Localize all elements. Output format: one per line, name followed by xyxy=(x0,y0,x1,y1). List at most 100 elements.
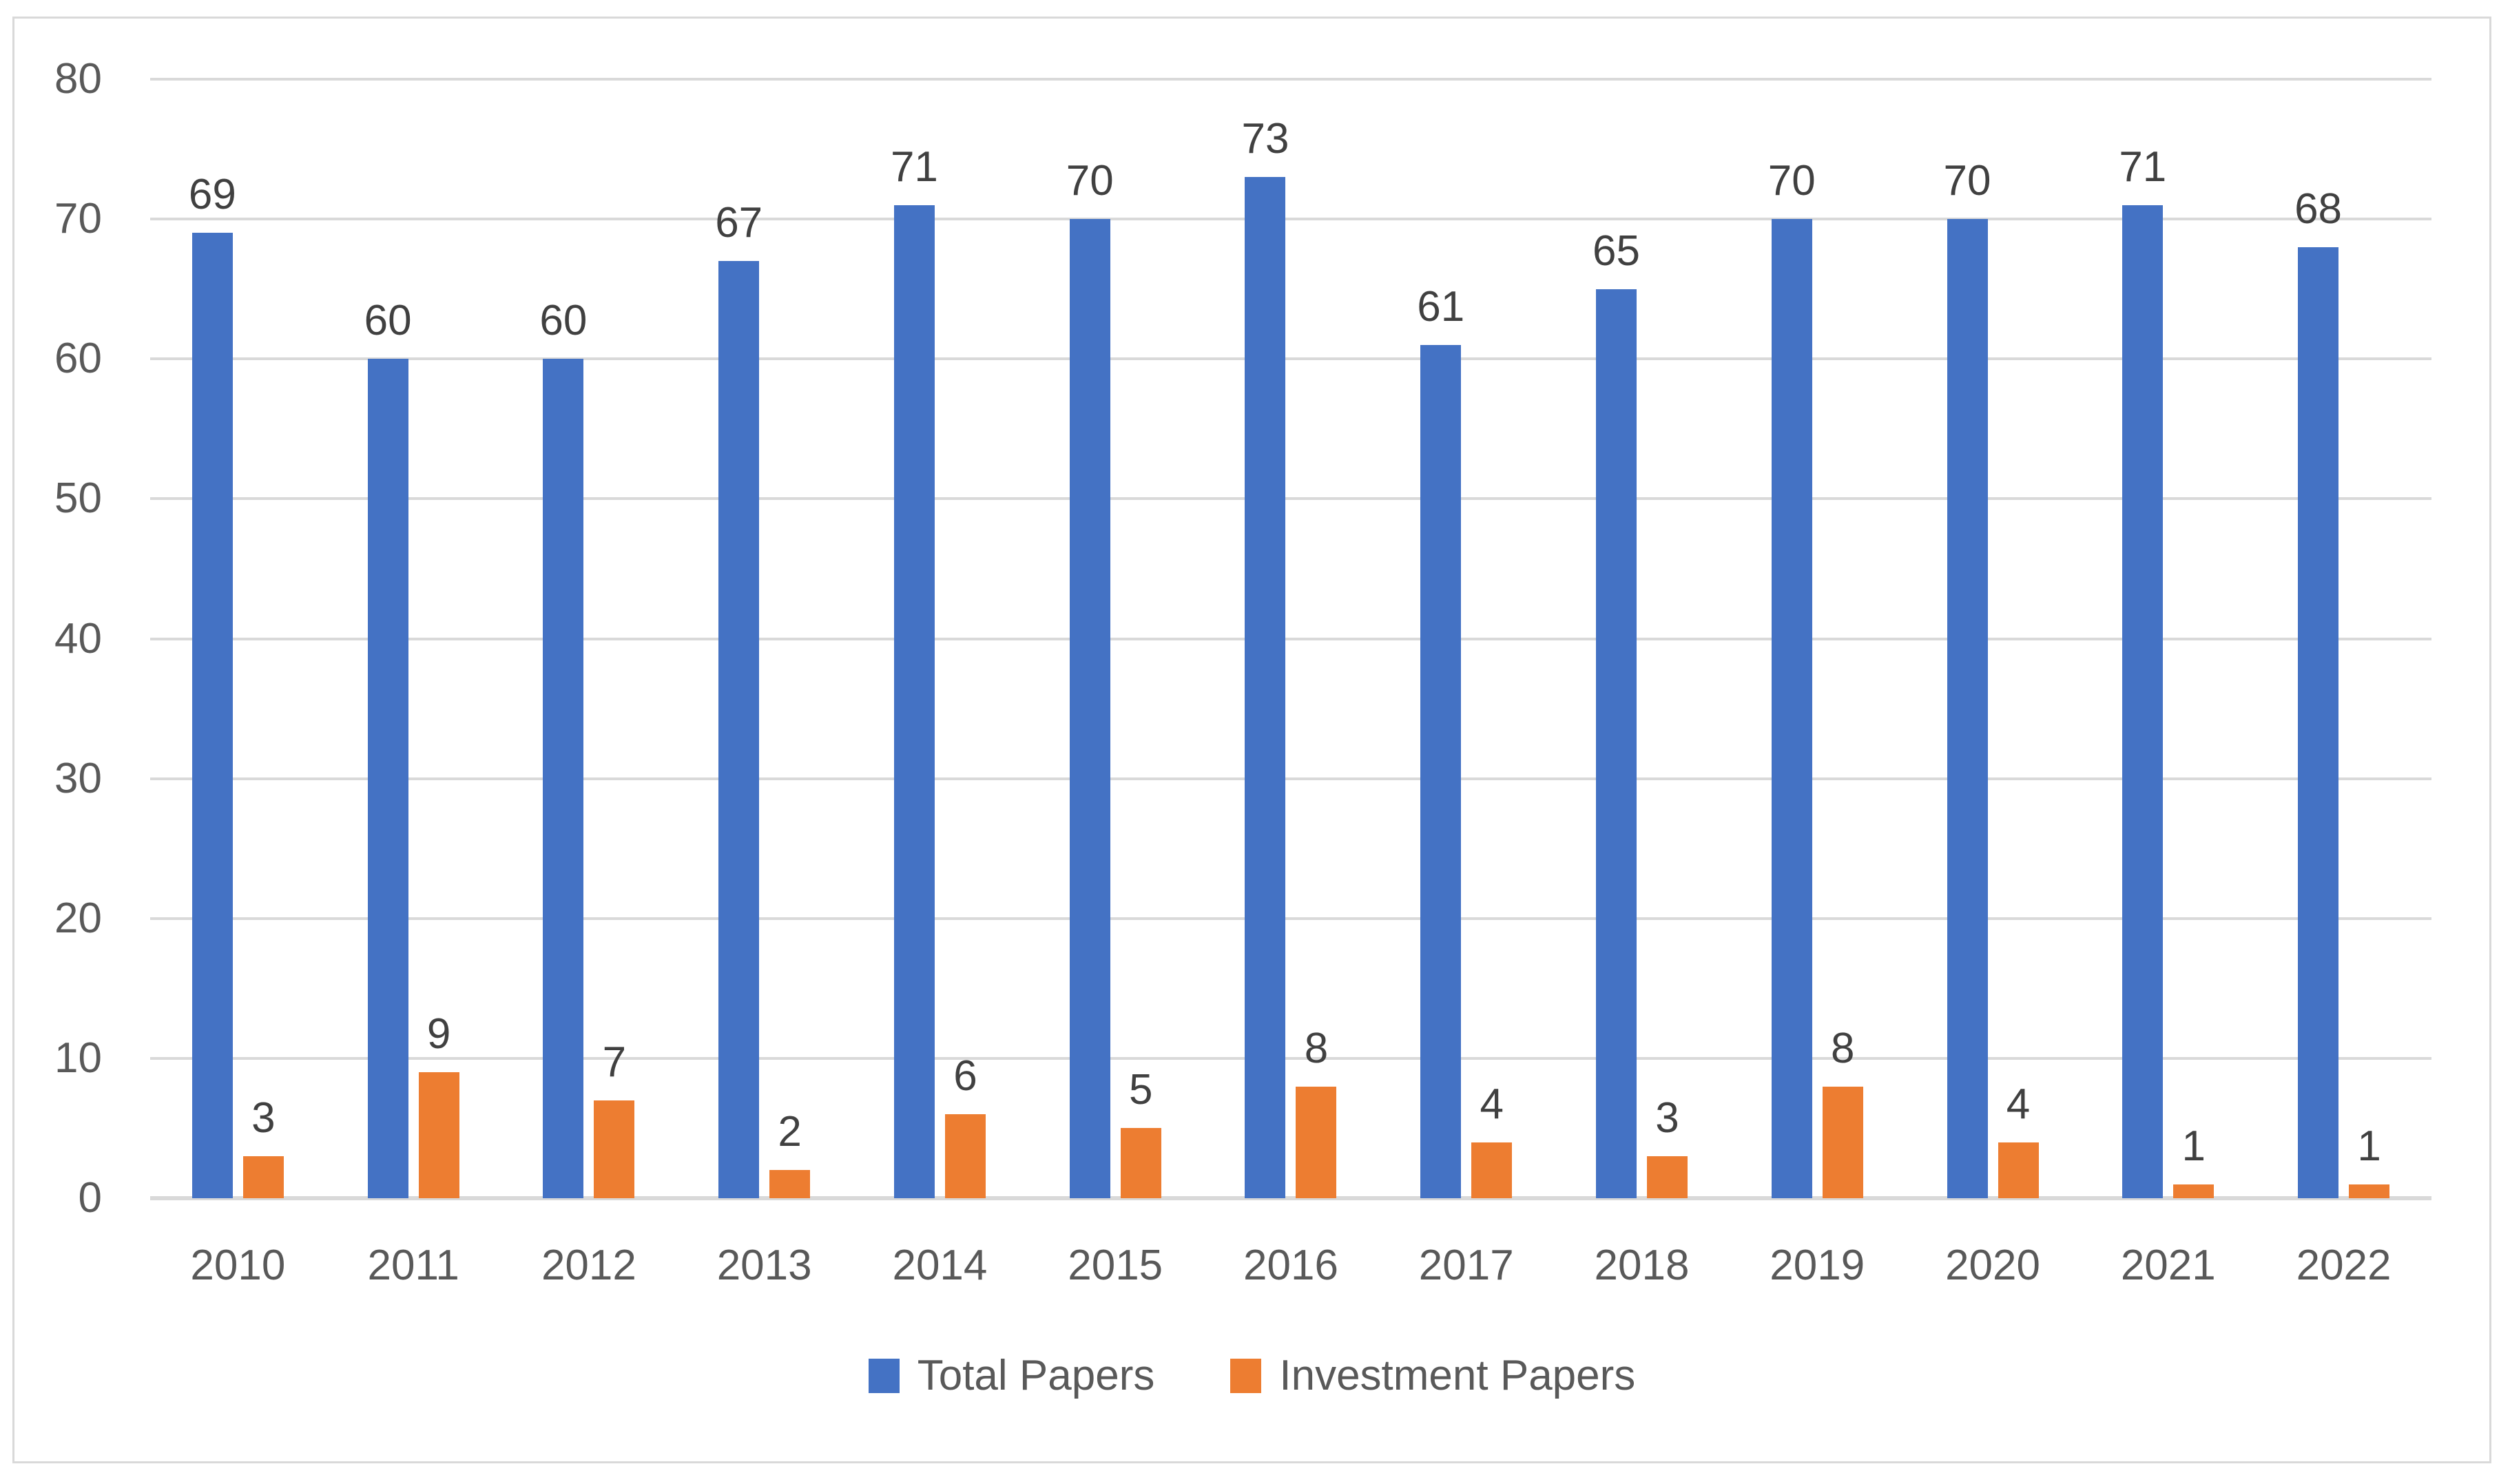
data-label: 1 xyxy=(2181,1122,2206,1170)
x-tick-label: 2020 xyxy=(1945,1242,2040,1289)
investment-papers-bar xyxy=(2173,1184,2215,1198)
total-papers-bar xyxy=(2298,247,2339,1198)
bar-group-2010: 69 3 xyxy=(150,79,326,1198)
bar-column: 6 xyxy=(944,79,986,1198)
x-tick-label: 2019 xyxy=(1770,1242,1865,1289)
gridline xyxy=(150,78,2431,81)
legend-item-total-papers: Total Papers xyxy=(868,1355,1154,1397)
gridline xyxy=(150,1056,2431,1060)
y-tick-label: 60 xyxy=(54,335,102,383)
total-papers-bar xyxy=(1771,219,1812,1198)
x-tick-label: 2017 xyxy=(1418,1242,1514,1289)
x-tick-label: 2014 xyxy=(892,1242,988,1289)
investment-papers-bar xyxy=(1471,1142,1513,1198)
chart-frame: 0 10 20 30 40 50 60 70 80 69 3 60 9 60 7 67 2 71 6 70 5 73 8 6… xyxy=(12,17,2491,1463)
total-papers-bar xyxy=(1596,289,1637,1198)
gridline xyxy=(150,777,2431,780)
plot-area: 0 10 20 30 40 50 60 70 80 69 3 60 9 60 7 67 2 71 6 70 5 73 8 6… xyxy=(54,55,2431,1222)
total-papers-bar xyxy=(1947,219,1988,1198)
bar-groups: 69 3 60 9 60 7 67 2 71 6 70 5 73 8 61 4 65 3 70 8 70 4 71 1 68 1 xyxy=(150,79,2431,1198)
total-papers-bar xyxy=(367,359,408,1198)
gridline xyxy=(150,357,2431,361)
data-label: 60 xyxy=(364,297,412,345)
bar-column: 73 xyxy=(1241,79,1289,1198)
bar-group-2015: 70 5 xyxy=(1028,79,1203,1198)
total-papers-bar xyxy=(1420,344,1462,1198)
bar-group-2019: 70 8 xyxy=(1730,79,1905,1198)
gridline xyxy=(150,497,2431,501)
bar-column: 71 xyxy=(2119,79,2166,1198)
bar-column: 70 xyxy=(1943,79,1991,1198)
bar-group-2016: 73 8 xyxy=(1203,79,1379,1198)
bar-column: 70 xyxy=(1066,79,1114,1198)
y-tick-label: 30 xyxy=(54,754,102,802)
y-tick-label: 40 xyxy=(54,614,102,662)
data-label: 3 xyxy=(1655,1094,1679,1142)
data-label: 61 xyxy=(1417,282,1465,331)
bar-column: 5 xyxy=(1120,79,1161,1198)
total-papers-bar xyxy=(543,359,584,1198)
bar-column: 8 xyxy=(1296,79,1337,1198)
x-tick-label: 2011 xyxy=(367,1242,459,1289)
y-tick-label: 0 xyxy=(78,1174,102,1222)
y-tick-label: 20 xyxy=(54,894,102,942)
bar-column: 60 xyxy=(539,79,587,1198)
total-papers-bar xyxy=(1245,177,1286,1198)
data-label: 65 xyxy=(1593,227,1640,275)
bar-column: 69 xyxy=(188,79,236,1198)
x-tick-label: 2012 xyxy=(541,1242,636,1289)
bar-column: 3 xyxy=(1647,79,1688,1198)
gridline xyxy=(150,637,2431,640)
data-label: 69 xyxy=(188,171,236,219)
bar-column: 9 xyxy=(418,79,459,1198)
data-label: 67 xyxy=(715,199,763,247)
bar-column: 2 xyxy=(769,79,811,1198)
bar-group-2013: 67 2 xyxy=(676,79,852,1198)
x-tick-label: 2022 xyxy=(2296,1242,2392,1289)
legend-item-investment-papers: Investment Papers xyxy=(1230,1355,1635,1397)
bar-column: 71 xyxy=(890,79,938,1198)
bar-column: 4 xyxy=(1998,79,2039,1198)
investment-papers-bar xyxy=(1822,1086,1863,1198)
investment-papers-bar xyxy=(594,1100,635,1198)
data-label: 5 xyxy=(1128,1066,1153,1114)
bar-column: 7 xyxy=(594,79,635,1198)
total-papers-swatch-icon xyxy=(868,1359,900,1393)
data-label: 70 xyxy=(1767,157,1816,205)
gridline xyxy=(150,218,2431,221)
investment-papers-bar xyxy=(1647,1156,1688,1198)
total-papers-bar xyxy=(1069,219,1110,1198)
bar-column: 1 xyxy=(2173,79,2215,1198)
data-label: 71 xyxy=(890,143,938,191)
data-label: 70 xyxy=(1943,157,1991,205)
total-papers-bar xyxy=(191,233,233,1198)
investment-papers-bar xyxy=(769,1170,811,1198)
bar-column: 4 xyxy=(1471,79,1513,1198)
total-papers-bar xyxy=(2122,205,2164,1198)
y-tick-label: 80 xyxy=(54,55,102,103)
bar-group-2020: 70 4 xyxy=(1905,79,2081,1198)
y-axis-labels: 0 10 20 30 40 50 60 70 80 xyxy=(54,55,2431,1222)
legend-label-investment-papers: Investment Papers xyxy=(1279,1352,1636,1399)
data-label: 8 xyxy=(1831,1024,1855,1072)
gridline xyxy=(150,917,2431,920)
bar-column: 68 xyxy=(2294,79,2342,1198)
bar-group-2014: 71 6 xyxy=(852,79,1028,1198)
y-tick-label: 70 xyxy=(54,195,102,243)
x-axis-line xyxy=(150,1196,2431,1200)
x-tick-label: 2013 xyxy=(716,1242,812,1289)
data-label: 2 xyxy=(778,1108,802,1156)
gridlines xyxy=(150,78,2431,1200)
bar-group-2011: 60 9 xyxy=(326,79,501,1198)
bar-group-2021: 71 1 xyxy=(2080,79,2256,1198)
data-label: 9 xyxy=(426,1010,451,1058)
bar-column: 1 xyxy=(2349,79,2390,1198)
data-label: 70 xyxy=(1066,157,1114,205)
x-axis-labels: 2010 2011 2012 2013 2014 2015 2016 2017 2018 2019… xyxy=(150,1241,2431,1290)
investment-papers-bar xyxy=(944,1114,986,1198)
data-label: 4 xyxy=(2006,1080,2031,1128)
bar-column: 61 xyxy=(1417,79,1465,1198)
total-papers-bar xyxy=(718,261,760,1198)
x-tick-label: 2016 xyxy=(1243,1242,1338,1289)
bar-group-2022: 68 1 xyxy=(2256,79,2431,1198)
